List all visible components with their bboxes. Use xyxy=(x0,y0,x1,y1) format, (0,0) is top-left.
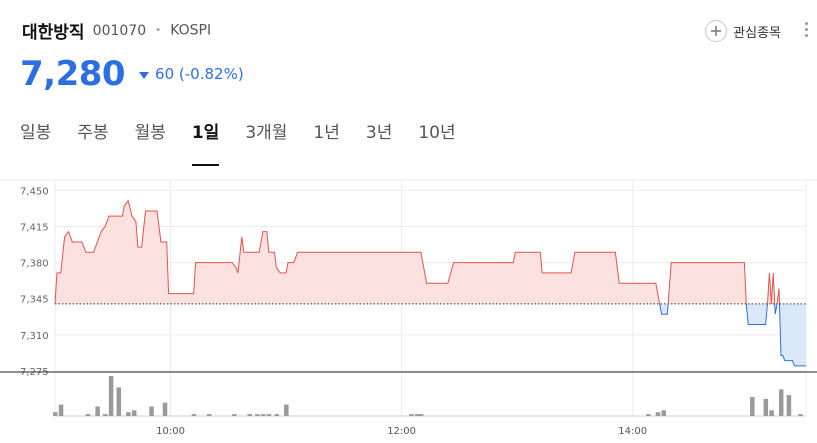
tab-monthly[interactable]: 월봉 xyxy=(134,123,166,143)
price-line-up xyxy=(54,199,780,304)
volume-bar xyxy=(418,414,424,416)
volume-bar xyxy=(260,414,266,416)
period-tabs: 일봉 주봉 월봉 1일 3개월 1년 3년 10년 xyxy=(20,118,482,166)
tab-3years[interactable]: 3년 xyxy=(365,123,393,143)
volume-bar xyxy=(646,414,651,416)
volume-bar xyxy=(769,410,774,416)
volume-bar xyxy=(58,404,64,416)
plus-icon xyxy=(705,20,728,42)
change-amount: 60 xyxy=(155,65,175,83)
volume-bar xyxy=(53,412,58,416)
stock-header: 대한방직 001070 • KOSPI xyxy=(22,18,211,46)
volume-bar xyxy=(103,414,108,416)
watchlist-label: 관심종목 xyxy=(733,25,781,41)
volume-bar xyxy=(284,404,289,416)
volume-bar xyxy=(108,376,114,416)
y-tick-label: 7,345 xyxy=(20,295,49,306)
y-tick-label: 7,415 xyxy=(20,222,49,233)
change-percent: (-0.82%) xyxy=(178,65,244,83)
volume-bar xyxy=(409,414,414,416)
stock-code: 001070 xyxy=(92,22,147,39)
volume-bar xyxy=(750,396,755,416)
volume-bar xyxy=(655,412,661,416)
volume-bar xyxy=(255,414,260,416)
volume-bar xyxy=(247,414,252,416)
tab-10years[interactable]: 10년 xyxy=(418,123,456,143)
down-arrow-icon xyxy=(139,71,150,79)
x-tick-label: 12:00 xyxy=(387,426,416,437)
more-vertical-icon[interactable] xyxy=(803,22,809,40)
separator-dot: • xyxy=(155,25,162,36)
intraday-chart[interactable]: 7,450 7,415 7,380 7,345 7,310 7,275 10:00 12:00… xyxy=(0,174,817,439)
volume-bar xyxy=(798,414,803,416)
volume-bar xyxy=(415,414,420,416)
current-price: 7,280 xyxy=(20,54,126,94)
x-tick-label: 14:00 xyxy=(618,426,647,437)
volume-bar xyxy=(778,389,784,416)
volume-bar xyxy=(116,387,122,416)
volume-bar xyxy=(786,395,792,416)
tab-3months[interactable]: 3개월 xyxy=(245,123,288,143)
add-watchlist-button[interactable]: 관심종목 xyxy=(705,19,781,43)
volume-bar xyxy=(266,414,272,416)
y-tick-label: 7,450 xyxy=(20,186,49,197)
volume-bar xyxy=(131,410,137,416)
tab-1day[interactable]: 1일 xyxy=(191,118,220,166)
tab-weekly[interactable]: 주봉 xyxy=(77,123,109,143)
volume-bar xyxy=(763,398,769,416)
volume-bar xyxy=(149,406,154,416)
y-tick-label: 7,310 xyxy=(20,331,49,342)
tab-1year[interactable]: 1년 xyxy=(313,123,340,143)
volume-bar xyxy=(274,414,279,416)
volume-bar xyxy=(85,414,91,416)
market-label: KOSPI xyxy=(170,22,212,39)
volume-bar xyxy=(126,412,131,416)
volume-bar xyxy=(207,414,212,416)
volume-bar xyxy=(232,414,237,416)
price-line-down xyxy=(54,303,806,367)
stock-name: 대한방직 xyxy=(22,23,85,43)
volume-bar xyxy=(191,414,197,416)
price-area-up xyxy=(55,200,780,304)
price-row: 7,280 60 (-0.82%) xyxy=(20,52,244,96)
tab-daily[interactable]: 일봉 xyxy=(20,123,52,143)
price-change: 60 (-0.82%) xyxy=(155,65,244,83)
volume-bar xyxy=(661,410,667,416)
volume-bar xyxy=(162,402,168,416)
y-tick-label: 7,380 xyxy=(20,259,49,270)
x-tick-label: 10:00 xyxy=(156,426,185,437)
volume-bar xyxy=(95,406,100,416)
